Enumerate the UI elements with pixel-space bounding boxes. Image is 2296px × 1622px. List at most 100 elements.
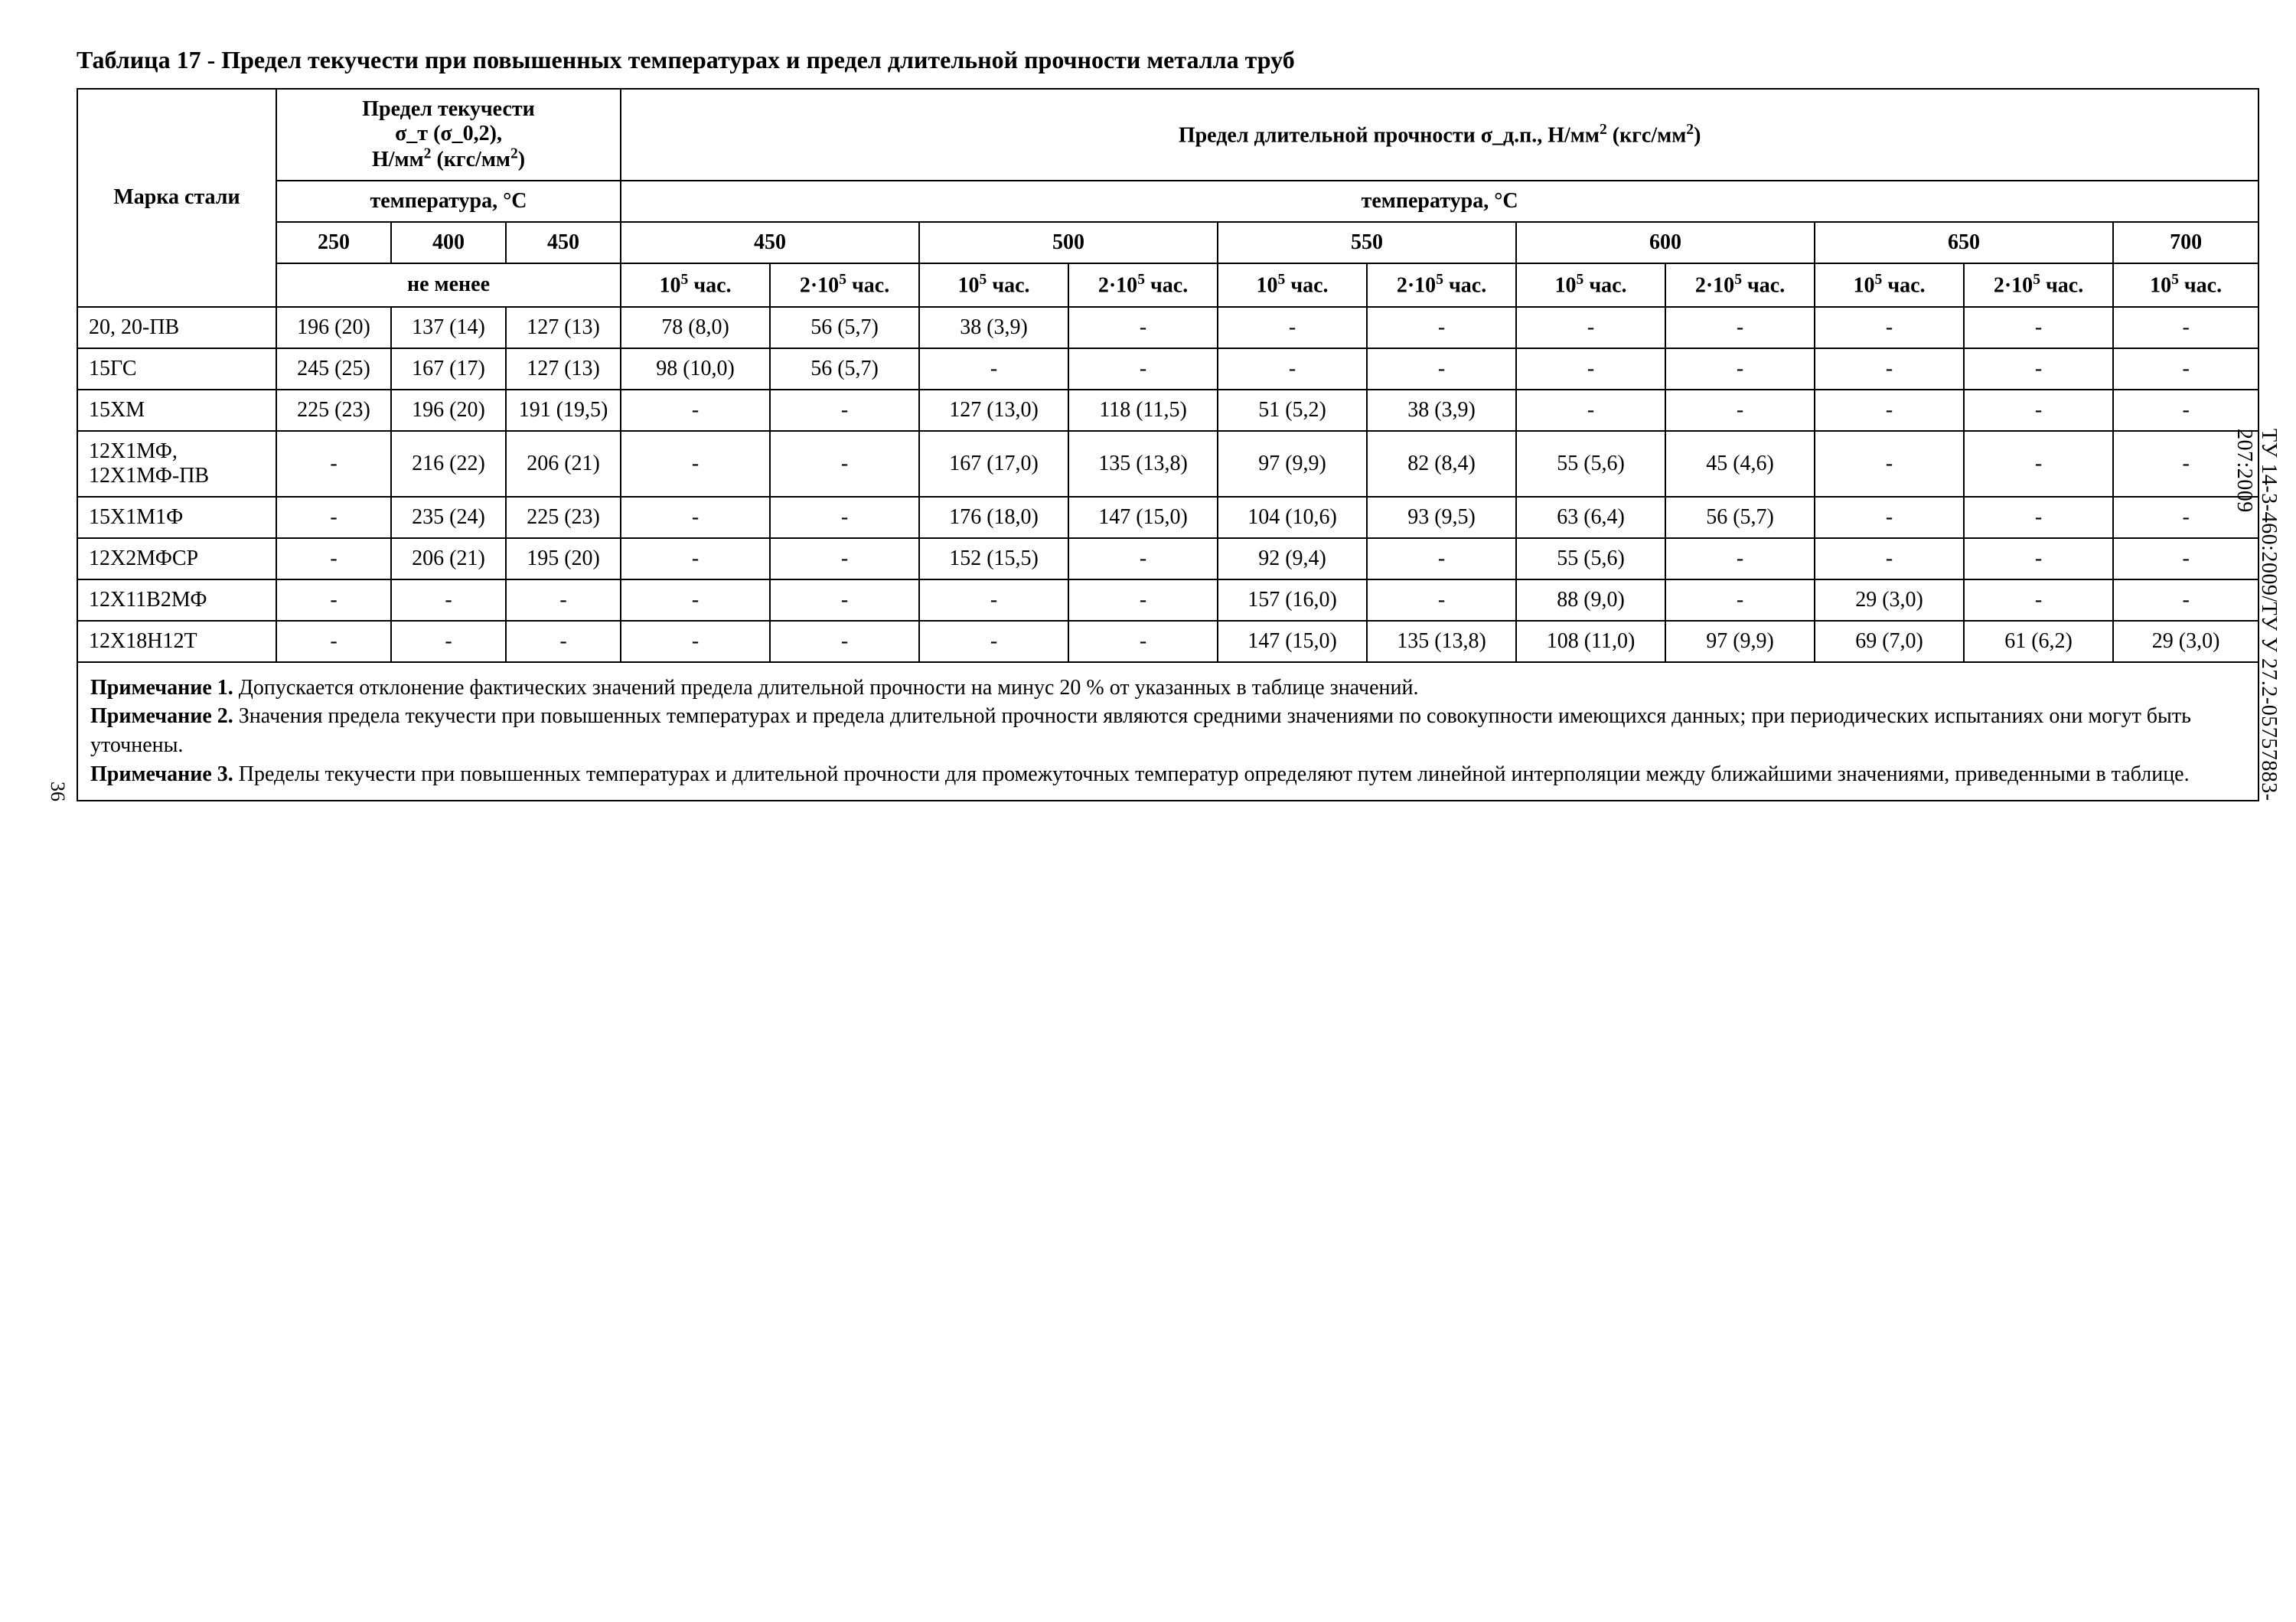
value-cell: 29 (3,0): [1815, 579, 1964, 621]
value-cell: 118 (11,5): [1068, 390, 1218, 431]
value-cell: -: [919, 621, 1068, 662]
yield-temp-450: 450: [506, 222, 621, 263]
value-cell: -: [770, 621, 919, 662]
creep-temp-450: 450: [621, 222, 919, 263]
value-cell: -: [1367, 579, 1516, 621]
page-number: 36: [46, 782, 69, 801]
value-cell: 147 (15,0): [1218, 621, 1367, 662]
steel-grade-cell: 20, 20-ПВ: [77, 307, 276, 348]
value-cell: -: [1516, 307, 1665, 348]
yield-temp-250: 250: [276, 222, 391, 263]
value-cell: 157 (16,0): [1218, 579, 1367, 621]
value-cell: 97 (9,9): [1218, 431, 1367, 497]
value-cell: 127 (13,0): [919, 390, 1068, 431]
value-cell: -: [1964, 497, 2113, 538]
value-cell: -: [1367, 348, 1516, 390]
value-cell: -: [770, 390, 919, 431]
value-cell: -: [770, 431, 919, 497]
value-cell: -: [2113, 390, 2258, 431]
value-cell: -: [1218, 307, 1367, 348]
value-cell: 56 (5,7): [1665, 497, 1815, 538]
value-cell: 191 (19,5): [506, 390, 621, 431]
value-cell: -: [1665, 538, 1815, 579]
value-cell: 196 (20): [276, 307, 391, 348]
value-cell: 127 (13): [506, 307, 621, 348]
table-row: 12Х2МФСР-206 (21)195 (20)--152 (15,5)-92…: [77, 538, 2258, 579]
value-cell: 235 (24): [391, 497, 506, 538]
value-cell: -: [1964, 431, 2113, 497]
h-500-1e5: 105 час.: [919, 263, 1068, 306]
value-cell: 195 (20): [506, 538, 621, 579]
value-cell: -: [1964, 579, 2113, 621]
h-550-2e5: 2·105 час.: [1367, 263, 1516, 306]
value-cell: 225 (23): [506, 497, 621, 538]
h-600-1e5: 105 час.: [1516, 263, 1665, 306]
value-cell: 45 (4,6): [1665, 431, 1815, 497]
value-cell: -: [1068, 621, 1218, 662]
steel-grade-cell: 15ГС: [77, 348, 276, 390]
value-cell: 56 (5,7): [770, 307, 919, 348]
table-row: 15ХМ225 (23)196 (20)191 (19,5)--127 (13,…: [77, 390, 2258, 431]
value-cell: -: [1815, 431, 1964, 497]
value-cell: -: [1218, 348, 1367, 390]
steel-grade-cell: 12Х18Н12Т: [77, 621, 276, 662]
not-less: не менее: [276, 263, 621, 306]
table-row: 12Х1МФ, 12Х1МФ-ПВ-216 (22)206 (21)--167 …: [77, 431, 2258, 497]
value-cell: -: [1068, 579, 1218, 621]
value-cell: 167 (17,0): [919, 431, 1068, 497]
value-cell: 206 (21): [506, 431, 621, 497]
h-500-2e5: 2·105 час.: [1068, 263, 1218, 306]
table-row: 12Х11В2МФ-------157 (16,0)-88 (9,0)-29 (…: [77, 579, 2258, 621]
value-cell: 245 (25): [276, 348, 391, 390]
table-row: 12Х18Н12Т-------147 (15,0)135 (13,8)108 …: [77, 621, 2258, 662]
value-cell: -: [1665, 390, 1815, 431]
col-steel-grade: Марка стали: [77, 89, 276, 307]
h-650-2e5: 2·105 час.: [1964, 263, 2113, 306]
value-cell: -: [770, 538, 919, 579]
table-row: 20, 20-ПВ196 (20)137 (14)127 (13)78 (8,0…: [77, 307, 2258, 348]
value-cell: -: [2113, 348, 2258, 390]
value-cell: -: [1665, 307, 1815, 348]
table-17: Марка стали Предел текучести σ_т (σ_0,2)…: [77, 88, 2259, 801]
h-450-1e5: 105 час.: [621, 263, 770, 306]
value-cell: -: [1964, 307, 2113, 348]
value-cell: -: [1815, 390, 1964, 431]
creep-temp-600: 600: [1516, 222, 1815, 263]
steel-grade-cell: 12Х2МФСР: [77, 538, 276, 579]
h-550-1e5: 105 час.: [1218, 263, 1367, 306]
value-cell: -: [276, 431, 391, 497]
steel-grade-cell: 12Х1МФ, 12Х1МФ-ПВ: [77, 431, 276, 497]
value-cell: -: [276, 538, 391, 579]
creep-temp-500: 500: [919, 222, 1218, 263]
h-450-2e5: 2·105 час.: [770, 263, 919, 306]
value-cell: 88 (9,0): [1516, 579, 1665, 621]
steel-grade-cell: 15Х1М1Ф: [77, 497, 276, 538]
value-cell: -: [506, 579, 621, 621]
value-cell: 206 (21): [391, 538, 506, 579]
creep-group-header: Предел длительной прочности σ_д.п., Н/мм…: [621, 89, 2258, 181]
h-600-2e5: 2·105 час.: [1665, 263, 1815, 306]
value-cell: -: [621, 621, 770, 662]
value-cell: 147 (15,0): [1068, 497, 1218, 538]
value-cell: 51 (5,2): [1218, 390, 1367, 431]
value-cell: -: [276, 579, 391, 621]
table-caption: Таблица 17 - Предел текучести при повыше…: [77, 46, 2265, 74]
value-cell: -: [1815, 497, 1964, 538]
value-cell: 61 (6,2): [1964, 621, 2113, 662]
value-cell: -: [1665, 348, 1815, 390]
h-650-1e5: 105 час.: [1815, 263, 1964, 306]
value-cell: -: [1068, 348, 1218, 390]
value-cell: -: [621, 579, 770, 621]
yield-group-header: Предел текучести σ_т (σ_0,2), Н/мм2 (кгс…: [276, 89, 621, 181]
value-cell: -: [1516, 348, 1665, 390]
value-cell: 38 (3,9): [919, 307, 1068, 348]
value-cell: -: [770, 579, 919, 621]
steel-grade-cell: 12Х11В2МФ: [77, 579, 276, 621]
value-cell: 135 (13,8): [1367, 621, 1516, 662]
creep-temp-550: 550: [1218, 222, 1516, 263]
value-cell: -: [1068, 307, 1218, 348]
h-700-1e5: 105 час.: [2113, 263, 2258, 306]
yield-l1: Предел текучести: [362, 97, 535, 121]
value-cell: 82 (8,4): [1367, 431, 1516, 497]
value-cell: 93 (9,5): [1367, 497, 1516, 538]
